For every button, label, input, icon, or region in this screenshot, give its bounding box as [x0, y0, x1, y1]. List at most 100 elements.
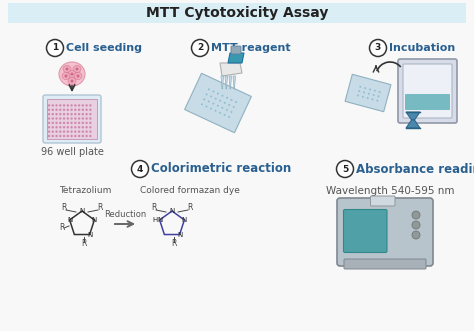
Circle shape — [228, 104, 230, 106]
Circle shape — [364, 87, 366, 89]
Polygon shape — [221, 76, 224, 89]
Circle shape — [412, 211, 420, 219]
Text: Colorimetric reaction: Colorimetric reaction — [151, 163, 291, 175]
Circle shape — [85, 126, 88, 128]
Circle shape — [362, 96, 364, 98]
Text: 5: 5 — [342, 165, 348, 173]
Circle shape — [89, 109, 91, 111]
Circle shape — [82, 104, 84, 107]
Text: N: N — [87, 231, 92, 238]
Polygon shape — [229, 76, 231, 89]
Text: 2: 2 — [197, 43, 203, 53]
Circle shape — [67, 113, 69, 115]
Circle shape — [67, 135, 69, 137]
Circle shape — [85, 104, 88, 107]
Circle shape — [374, 90, 376, 92]
Circle shape — [55, 117, 58, 120]
Circle shape — [48, 122, 50, 124]
FancyBboxPatch shape — [403, 64, 452, 118]
FancyBboxPatch shape — [405, 94, 450, 110]
Circle shape — [70, 122, 73, 124]
Circle shape — [55, 122, 58, 124]
Circle shape — [89, 135, 91, 137]
Text: Absorbance reading: Absorbance reading — [356, 163, 474, 175]
Circle shape — [70, 130, 73, 133]
Circle shape — [52, 117, 54, 120]
Circle shape — [78, 109, 80, 111]
Circle shape — [78, 135, 80, 137]
Circle shape — [52, 109, 54, 111]
Text: 3-4 h: 3-4 h — [423, 115, 448, 125]
Circle shape — [70, 109, 73, 111]
Circle shape — [85, 122, 88, 124]
Circle shape — [78, 113, 80, 115]
Circle shape — [203, 98, 205, 100]
Circle shape — [76, 74, 80, 77]
Circle shape — [59, 117, 62, 120]
Circle shape — [67, 109, 69, 111]
Circle shape — [64, 74, 67, 77]
Circle shape — [48, 113, 50, 115]
Text: Cell seeding: Cell seeding — [66, 43, 142, 53]
Text: N: N — [169, 208, 174, 214]
Circle shape — [70, 117, 73, 120]
Circle shape — [55, 130, 58, 133]
Text: N: N — [92, 217, 97, 223]
FancyBboxPatch shape — [371, 196, 395, 206]
Text: R: R — [59, 223, 64, 232]
Circle shape — [230, 99, 233, 101]
Text: Colored formazan dye: Colored formazan dye — [140, 186, 240, 195]
Circle shape — [70, 113, 73, 115]
Ellipse shape — [59, 62, 85, 86]
Text: R: R — [171, 240, 177, 249]
FancyBboxPatch shape — [398, 59, 457, 123]
Circle shape — [230, 111, 232, 113]
Circle shape — [221, 107, 223, 109]
Circle shape — [70, 104, 73, 107]
Ellipse shape — [68, 77, 76, 84]
Circle shape — [59, 130, 62, 133]
Polygon shape — [225, 76, 228, 89]
Circle shape — [67, 117, 69, 120]
Circle shape — [74, 126, 76, 128]
Polygon shape — [228, 53, 244, 63]
Text: 1: 1 — [52, 43, 58, 53]
Circle shape — [74, 122, 76, 124]
Circle shape — [67, 104, 69, 107]
FancyBboxPatch shape — [337, 198, 433, 266]
Circle shape — [74, 113, 76, 115]
Polygon shape — [406, 120, 420, 128]
Circle shape — [226, 109, 228, 111]
Circle shape — [219, 112, 221, 114]
Circle shape — [210, 95, 212, 97]
Circle shape — [228, 116, 230, 118]
Circle shape — [337, 161, 354, 177]
FancyBboxPatch shape — [231, 46, 241, 54]
Circle shape — [78, 104, 80, 107]
Circle shape — [212, 103, 214, 105]
Ellipse shape — [62, 72, 70, 79]
Circle shape — [358, 90, 360, 92]
Text: R: R — [151, 204, 157, 213]
Circle shape — [52, 104, 54, 107]
Circle shape — [235, 101, 237, 103]
Circle shape — [59, 104, 62, 107]
Circle shape — [82, 113, 84, 115]
Circle shape — [82, 126, 84, 128]
Text: R: R — [187, 204, 193, 213]
Circle shape — [412, 231, 420, 239]
FancyBboxPatch shape — [43, 95, 101, 143]
Circle shape — [191, 39, 209, 57]
Circle shape — [59, 122, 62, 124]
Circle shape — [131, 161, 148, 177]
Circle shape — [55, 135, 58, 137]
Circle shape — [363, 91, 365, 93]
Circle shape — [63, 126, 65, 128]
Circle shape — [63, 109, 65, 111]
Circle shape — [85, 113, 88, 115]
Circle shape — [372, 98, 374, 100]
Text: 96 well plate: 96 well plate — [41, 147, 103, 157]
Text: N: N — [182, 217, 187, 223]
Circle shape — [233, 106, 235, 108]
Circle shape — [63, 113, 65, 115]
